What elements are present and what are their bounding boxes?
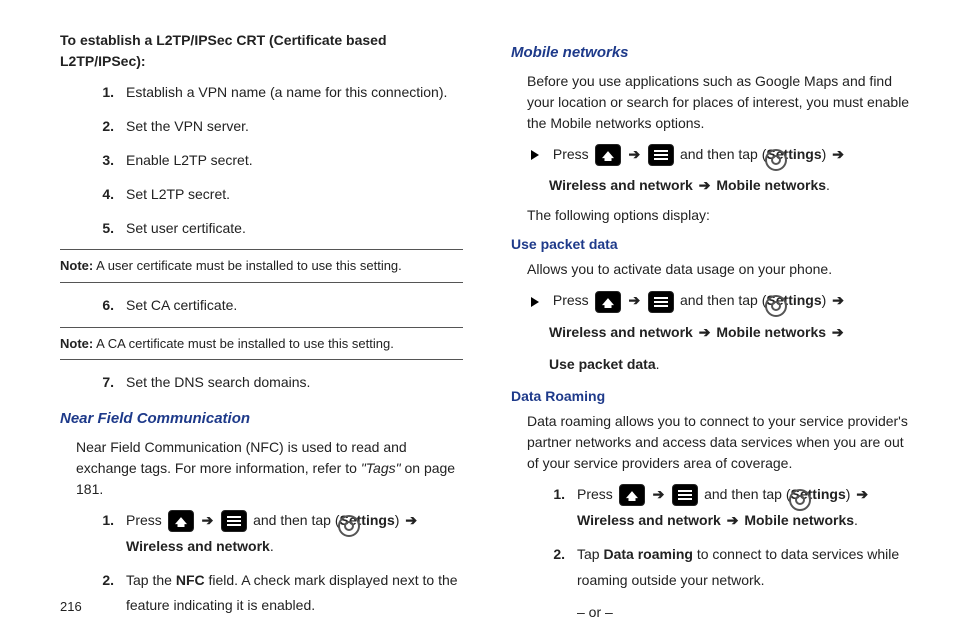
mobile-intro: Before you use applications such as Goog… [511, 71, 914, 134]
mobile-networks-title: Mobile networks [511, 42, 914, 65]
menu-icon [648, 144, 674, 166]
menu-icon [221, 510, 247, 532]
nfc-title: Near Field Communication [60, 408, 463, 431]
right-column: Mobile networks Before you use applicati… [511, 30, 914, 633]
l2tp-heading: To establish a L2TP/IPSec CRT (Certifica… [60, 30, 463, 72]
data-roaming-title: Data Roaming [511, 386, 914, 407]
note-2: Note: A CA certificate must be installed… [60, 327, 463, 361]
menu-icon [672, 484, 698, 506]
menu-icon [648, 291, 674, 313]
nfc-intro: Near Field Communication (NFC) is used t… [60, 437, 463, 500]
l2tp-steps: 1.Establish a VPN name (a name for this … [60, 80, 463, 241]
page-number: 216 [60, 597, 82, 617]
bullet-icon [531, 297, 539, 307]
home-icon [595, 144, 621, 166]
home-icon [595, 291, 621, 313]
note-1: Note: A user certificate must be install… [60, 249, 463, 283]
bullet-icon [531, 150, 539, 160]
use-packet-data-title: Use packet data [511, 234, 914, 255]
home-icon [168, 510, 194, 532]
left-column: To establish a L2TP/IPSec CRT (Certifica… [60, 30, 463, 633]
home-icon [619, 484, 645, 506]
